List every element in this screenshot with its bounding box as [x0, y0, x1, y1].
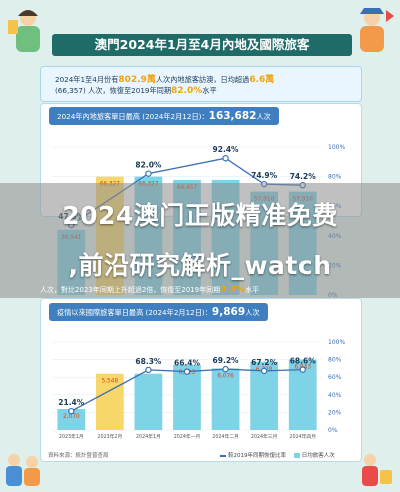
y-tick-label: 20% — [328, 409, 342, 416]
line-point — [222, 155, 229, 162]
panel-header: 疫情以來國際旅客單日最高 (2024年2月12日)：9,869人次 — [49, 303, 268, 321]
bar — [57, 409, 86, 430]
x-tick-label: 2024年1月 — [136, 433, 161, 440]
line-value-label: 68.6% — [290, 357, 317, 366]
line-point — [222, 365, 229, 373]
line-value-label: 69.2% — [213, 356, 240, 365]
overlay-headline-1: 2024澳门正版精准免费 — [62, 201, 338, 230]
summary-text: 人次內地旅客訪澳，日均超過 — [155, 75, 250, 84]
y-tick-label: 80% — [328, 357, 342, 364]
people-bottom-left-illustration — [6, 454, 40, 486]
watermark-band — [0, 183, 400, 298]
overlay-headline-2: ,前沿研究解析_watch — [68, 251, 332, 280]
y-tick-label: 100% — [328, 339, 345, 346]
line-value-label: 82.0% — [135, 161, 162, 170]
bar-value-label: 2,070 — [63, 414, 80, 420]
bar — [173, 364, 201, 430]
line-point — [183, 368, 191, 375]
y-tick-label: 100% — [328, 144, 345, 151]
panel-header-text: 人次 — [256, 112, 271, 121]
x-tick-label: 2024年三月 — [251, 433, 278, 440]
line-value-label: 21.4% — [58, 398, 85, 407]
line-point — [68, 407, 75, 415]
x-tick-label: 2024年二月 — [212, 433, 239, 440]
summary-line-1: 2024年1至4月份有802.9萬人次內地旅客訪澳，日均超過6.6萬 — [55, 72, 274, 85]
line-value-label: 74.2% — [290, 172, 317, 181]
line-point — [145, 170, 152, 177]
page-title: 澳門2024年1月至4月內地及國際旅客 — [94, 37, 310, 52]
legend-line-swatch — [220, 454, 226, 457]
summary-value: 82.0% — [171, 86, 203, 96]
summary-text: 水平 — [202, 86, 217, 95]
panel-header: 2024年內地旅客單日最高 (2024年2月12日)：163,682人次 — [49, 107, 279, 125]
summary-text: 水平 — [245, 286, 260, 294]
line-value-label: 68.3% — [135, 357, 162, 366]
line-point — [299, 366, 306, 373]
bar — [95, 373, 124, 430]
legend-label: 較2019年同期恢復比率 — [228, 453, 286, 459]
people-bottom-right-illustration — [362, 454, 392, 486]
line-point — [145, 366, 152, 374]
summary-text: (66,357) 人次，恢復至2019年同期 — [55, 86, 172, 95]
panel-header-value: 163,682 — [208, 110, 257, 122]
y-tick-label: 0% — [328, 427, 338, 434]
bar-value-label: 5,548 — [102, 379, 119, 385]
x-tick-label: 2024年四月 — [289, 433, 316, 440]
y-tick-label: 80% — [328, 174, 342, 181]
summary-text: 人次，對比2023年同期上升超過2倍，恢復至2019年同期 — [40, 286, 221, 294]
line-value-label: 66.4% — [174, 359, 201, 368]
legend-bar-swatch — [293, 453, 300, 458]
y-tick-label: 60% — [328, 374, 342, 381]
summary-text: 2024年1至4月份有 — [55, 75, 119, 84]
summary-value: 802.9萬 — [118, 75, 156, 85]
line-point — [260, 367, 268, 375]
line-value-label: 74.9% — [251, 171, 278, 180]
title-banner: 澳門2024年1月至4月內地及國際旅客 — [52, 34, 352, 56]
panel-header-text: 2024年內地旅客單日最高 (2024年2月12日)： — [57, 112, 209, 121]
international-summary-line: 人次，對比2023年同期上升超過2倍，恢復至2019年同期0.3%水平 — [40, 285, 360, 295]
summary-value: 6.6萬 — [249, 75, 275, 85]
panel-header-value: 9,869 — [211, 306, 246, 318]
y-tick-label: 40% — [328, 392, 342, 399]
summary-value: 0.3% — [220, 285, 246, 295]
person-right-illustration — [360, 8, 394, 52]
bar-value-label: 6,076 — [217, 373, 234, 379]
bar — [211, 368, 240, 430]
summary-line-2: (66,357) 人次，恢復至2019年同期82.0%水平 — [55, 86, 217, 96]
chart-international: 100% 80% 60% 40% 20% 0% 2,070 2023年1月 5,548 2023年… — [52, 339, 345, 440]
legend: 較2019年同期恢復比率 日均旅客人次 — [220, 451, 335, 459]
line-value-label: 92.4% — [213, 145, 240, 154]
x-tick-label: 2023年1月 — [59, 433, 84, 440]
legend-label: 日均旅客人次 — [301, 453, 335, 459]
x-tick-label: 2024年一月 — [174, 433, 201, 440]
line-value-label: 67.2% — [251, 358, 278, 367]
summary-box: 2024年1至4月份有802.9萬人次內地旅客訪澳，日均超過6.6萬 (66,3… — [40, 66, 362, 102]
series-line — [70, 368, 303, 412]
source-footnote: 資料來源：統計暨普查局 — [48, 453, 109, 459]
person-left-illustration — [8, 10, 40, 52]
panel-header-text: 人次 — [245, 308, 260, 317]
bar — [134, 373, 163, 430]
panel-header-text: 疫情以來國際旅客單日最高 (2024年2月12日)： — [57, 308, 212, 317]
x-tick-label: 2023年2月 — [97, 433, 122, 440]
